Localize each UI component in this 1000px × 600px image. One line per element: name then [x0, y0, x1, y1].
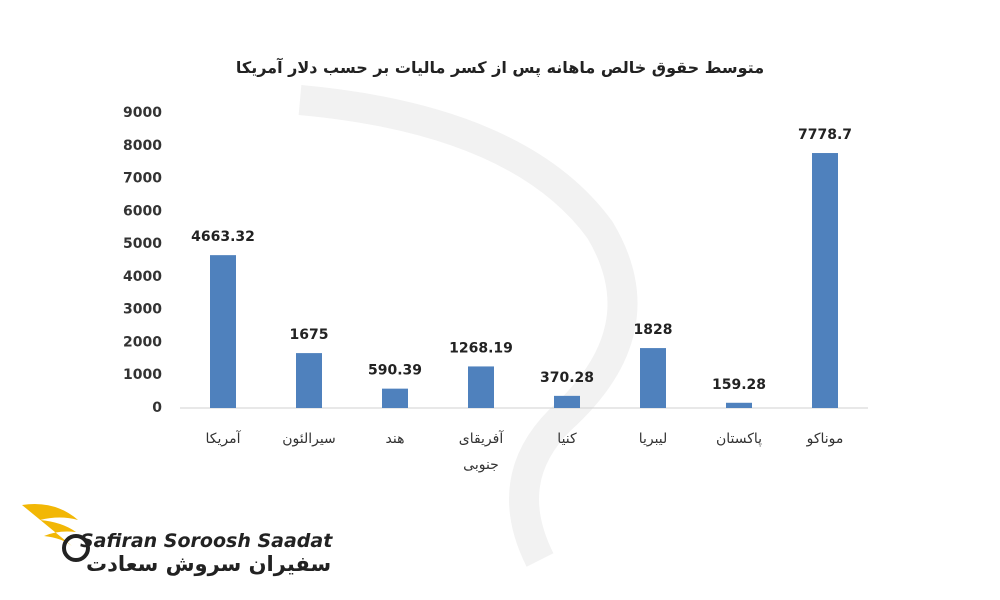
y-tick-label: 2000 — [123, 334, 162, 350]
y-tick-label: 4000 — [123, 269, 162, 285]
data-label: 1828 — [634, 322, 673, 338]
y-tick-label: 5000 — [123, 236, 162, 252]
bar — [296, 353, 322, 408]
logo-text-fa: سفیران سروش سعادت — [86, 552, 332, 576]
y-tick-label: 6000 — [123, 203, 162, 219]
bar — [382, 388, 408, 408]
bar — [468, 366, 494, 408]
logo-text: Safiran Soroosh Saadat — [80, 530, 333, 552]
x-tick-label: آفریقای جنوبی — [458, 431, 504, 473]
logo-ring — [62, 534, 90, 562]
bar — [554, 395, 580, 408]
y-tick-label: 8000 — [123, 138, 162, 154]
bar — [812, 153, 838, 408]
watermark — [298, 85, 638, 567]
data-label: 590.39 — [368, 363, 422, 379]
bar — [640, 348, 666, 408]
data-label: 1675 — [290, 327, 329, 343]
bar — [210, 255, 236, 408]
x-tick-label: سیرالئون — [282, 431, 336, 447]
data-label: 370.28 — [540, 370, 594, 386]
data-label: 7778.7 — [798, 127, 852, 143]
bar — [726, 402, 752, 408]
y-tick-label: 3000 — [123, 302, 162, 318]
data-label: 159.28 — [712, 377, 766, 393]
x-tick-label: آمریکا — [205, 431, 241, 447]
y-tick-label: 1000 — [123, 367, 162, 383]
x-tick-label: هند — [385, 431, 405, 447]
logo-wing — [22, 504, 78, 546]
logo-icon — [22, 504, 90, 562]
chart-title: متوسط حقوق خالص ماهانه پس از کسر مالیات … — [235, 58, 765, 77]
y-tick-label: 7000 — [123, 171, 162, 187]
data-label: 4663.32 — [191, 229, 255, 245]
x-tick-label: پاکستان — [715, 431, 763, 447]
y-tick-label: 9000 — [123, 105, 162, 121]
y-tick-label: 0 — [152, 400, 162, 416]
data-label: 1268.19 — [449, 340, 513, 356]
x-tick-label: کنیا — [557, 431, 577, 447]
x-tick-label: موناکو — [806, 431, 844, 447]
x-tick-label: لیبریا — [638, 431, 668, 447]
